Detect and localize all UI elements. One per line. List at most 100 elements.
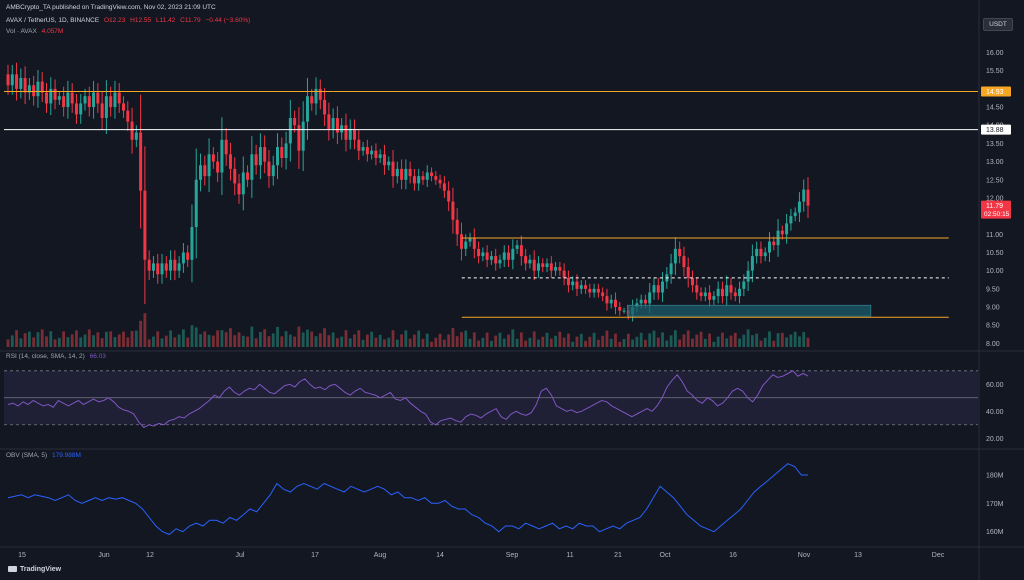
time-tick-label: Sep xyxy=(506,552,519,559)
candle-body xyxy=(271,165,275,177)
volume-bar xyxy=(455,336,459,347)
volume-label[interactable]: Vol · AVAX xyxy=(6,28,37,35)
volume-bar xyxy=(190,325,194,347)
volume-bar xyxy=(66,337,70,347)
volume-bar xyxy=(254,338,258,347)
candle-body xyxy=(793,212,797,217)
candle-body xyxy=(536,263,540,271)
volume-bar xyxy=(357,330,361,347)
candle-body xyxy=(412,176,416,184)
volume-bar xyxy=(661,332,664,347)
currency-badge[interactable]: USDT xyxy=(983,18,1013,31)
candle-body xyxy=(378,154,382,158)
volume-bar xyxy=(267,336,271,347)
candle-body xyxy=(203,165,207,177)
candle-body xyxy=(750,256,754,271)
candle-body xyxy=(19,77,23,89)
volume-bar xyxy=(780,332,784,347)
time-tick-label: 16 xyxy=(729,552,737,559)
volume-bar xyxy=(147,339,151,347)
volume-bar xyxy=(134,330,138,347)
candle-body xyxy=(622,310,626,312)
candle-body xyxy=(169,259,173,271)
volume-bar xyxy=(327,335,331,347)
volume-bar xyxy=(763,337,767,347)
volume-bar xyxy=(746,329,750,347)
volume-bar xyxy=(413,334,416,347)
volume-bar xyxy=(554,335,557,347)
candle-body xyxy=(643,299,647,304)
candle-body xyxy=(45,92,49,104)
candle-body xyxy=(374,150,378,158)
symbol-label[interactable]: AVAX / TetherUS, 1D, BINANCE xyxy=(6,17,100,24)
tradingview-brand: TradingView xyxy=(8,566,61,573)
candle-body xyxy=(70,92,74,104)
candle-body xyxy=(353,128,357,140)
candle-body xyxy=(797,201,801,213)
volume-bar xyxy=(793,331,797,347)
candle-body xyxy=(400,168,404,180)
volume-bar xyxy=(391,330,395,347)
volume-bar xyxy=(323,328,326,347)
volume-bar xyxy=(109,331,113,347)
candle-body xyxy=(79,103,83,115)
volume-bar xyxy=(682,334,686,347)
volume-bar xyxy=(798,336,801,347)
candle-body xyxy=(489,256,493,260)
volume-bar xyxy=(365,334,369,347)
candle-body xyxy=(74,103,78,115)
volume-bar xyxy=(703,338,707,347)
candle-body xyxy=(519,245,523,257)
volume-bar xyxy=(199,334,202,347)
candle-body xyxy=(532,259,536,271)
rsi-tick-label: 20.00 xyxy=(986,436,1004,443)
volume-bar xyxy=(528,337,532,347)
obv-label[interactable]: OBV (SMA, 5) xyxy=(6,452,48,459)
candle-body xyxy=(494,256,498,264)
candle-body xyxy=(276,147,280,166)
price-tick-label: 12.50 xyxy=(986,177,1004,184)
candle-body xyxy=(344,125,348,140)
candle-body xyxy=(49,88,53,104)
volume-bar xyxy=(104,331,108,347)
volume-bar xyxy=(83,334,87,347)
candle-body xyxy=(164,263,168,271)
candle-body xyxy=(588,288,592,293)
volume-bar xyxy=(626,333,630,347)
volume-bar xyxy=(631,339,634,347)
volume-bar xyxy=(721,332,724,347)
candle-body xyxy=(10,74,14,86)
candle-body xyxy=(613,299,617,308)
volume-bar xyxy=(571,341,575,347)
candle-body xyxy=(690,277,694,286)
volume-bar xyxy=(164,335,168,347)
volume-bar xyxy=(79,337,83,347)
volume-bar xyxy=(519,332,523,347)
candle-body xyxy=(156,263,160,275)
volume-bar xyxy=(100,338,104,347)
candle-body xyxy=(498,259,502,264)
candle-body xyxy=(100,103,104,118)
candle-body xyxy=(746,270,750,282)
volume-bar xyxy=(772,340,776,347)
volume-bar xyxy=(468,338,472,347)
candle-body xyxy=(53,88,57,100)
candle-body xyxy=(83,96,87,104)
candle-body xyxy=(708,292,712,300)
volume-bar xyxy=(712,341,716,347)
time-tick-label: 14 xyxy=(436,552,444,559)
candle-body xyxy=(652,285,656,293)
volume-bar xyxy=(130,331,134,347)
candle-body xyxy=(280,147,284,158)
volume-bar xyxy=(293,336,297,347)
volume-bar xyxy=(716,336,720,347)
volume-bar xyxy=(588,336,592,347)
candle-body xyxy=(284,143,288,158)
volume-bar xyxy=(160,338,164,347)
rsi-label[interactable]: RSI (14, close, SMA, 14, 2) xyxy=(6,353,85,360)
candle-body xyxy=(216,161,220,173)
volume-bar xyxy=(802,332,806,347)
time-tick-label: Nov xyxy=(798,552,811,559)
rsi-tick-label: 40.00 xyxy=(986,409,1004,416)
